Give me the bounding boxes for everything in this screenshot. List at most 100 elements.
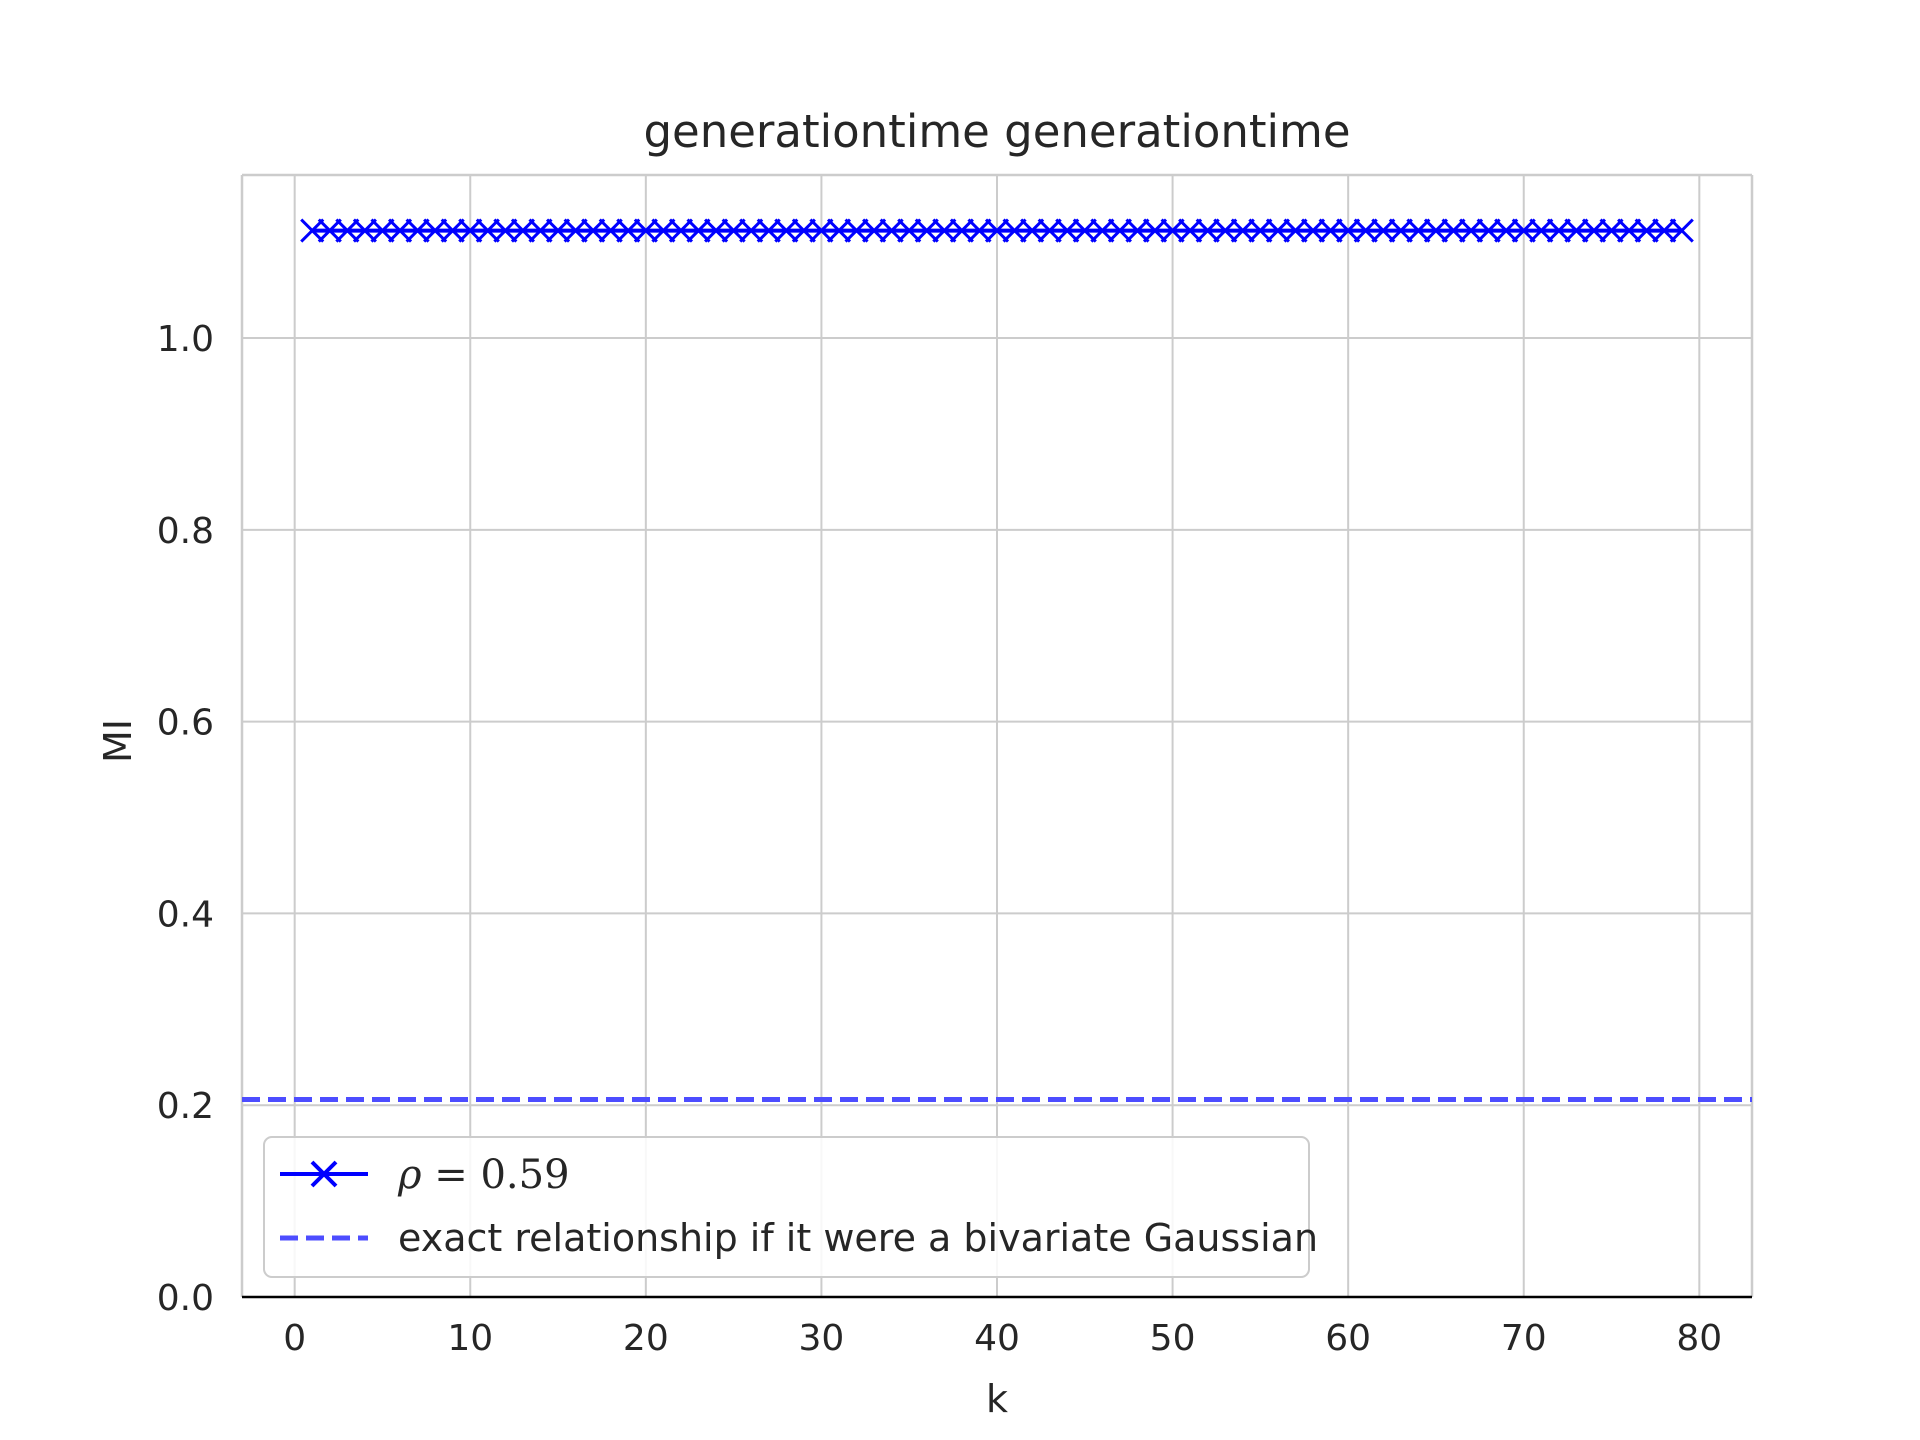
rho-series-point [862,218,887,243]
legend-marker-x [310,1160,338,1188]
y-axis-label: MI [96,719,140,763]
rho-series-point [1581,218,1607,243]
legend-label-rho-var: ρ [397,1152,422,1198]
rho-series-point [1494,218,1519,243]
x-tick-label: 80 [1676,1318,1722,1359]
rho-series-point [791,218,816,243]
x-tick-label: 50 [1150,1318,1196,1359]
rho-series-point [756,218,781,243]
rho-series-point [1371,218,1396,243]
x-tick-label: 60 [1325,1318,1371,1359]
rho-series-point [668,218,694,243]
rho-series-point [475,218,500,243]
x-tick-label: 70 [1501,1318,1547,1359]
rho-series-point [1634,218,1659,243]
rho-series-point [1652,218,1677,243]
x-tick-label: 30 [799,1318,845,1359]
rho-series-point [1564,218,1589,243]
y-tick-label: 0.0 [157,1278,214,1319]
rho-series-point [932,218,957,243]
rho-series-point [1459,218,1484,243]
rho-series-point [1020,218,1045,243]
rho-series-point [721,218,746,243]
rho-series-point [1546,218,1571,243]
rho-series-point [1160,218,1185,243]
rho-series-point [739,218,764,243]
rho-series-point [844,218,869,243]
rho-series-point [1178,218,1203,243]
rho-series-point [1002,218,1027,243]
rho-series-point [949,218,974,243]
rho-series-point [1195,218,1220,243]
rho-series-point [1037,218,1062,243]
rho-series-point [1230,218,1255,243]
rho-series-point [545,218,571,243]
rho-series-point [1388,218,1413,243]
rho-series-point [967,218,992,243]
rho-series-point [1142,218,1168,243]
rho-series-point [370,218,395,243]
rho-series-point [1055,218,1080,243]
y-tick-label: 1.0 [157,319,214,360]
rho-series-point [387,218,413,243]
rho-series-point [1529,218,1554,243]
x-tick-label: 10 [447,1318,493,1359]
rho-series-point [633,218,658,243]
rho-series-point [1213,218,1238,243]
y-tick-label: 0.6 [157,703,214,744]
rho-series-point [1265,218,1290,243]
rho-series-point [914,218,939,243]
rho-series-point [1072,218,1097,243]
rho-series-point [1617,218,1642,243]
rho-series-point [563,218,588,243]
rho-series-point [1125,218,1150,243]
legend-label-gaussian: exact relationship if it were a bivariat… [398,1216,1318,1260]
rho-series-point [984,218,1010,243]
rho-series-point [616,218,641,243]
rho-series-point [1300,218,1326,243]
rho-series-point [458,218,483,243]
rho-series-point [335,218,360,243]
legend: ρ = 0.59 exact relationship if it were a… [263,1136,1318,1278]
y-tick-label: 0.4 [157,894,214,935]
rho-series-point [1283,218,1308,243]
y-tick-label: 0.2 [157,1086,214,1127]
chart-title: generationtime generationtime [643,105,1350,158]
rho-series-point [598,218,623,243]
rho-series-point [440,218,465,243]
rho-series-point [704,218,729,243]
rho-series-point [352,218,377,243]
x-tick-label: 40 [974,1318,1020,1359]
x-tick-label: 0 [283,1318,306,1359]
rho-series-point [1423,218,1449,243]
rho-series-point [809,218,834,243]
rho-series-point [651,218,676,243]
rho-series-point [1353,218,1378,243]
rho-series-point [1476,218,1501,243]
y-tick-labels: 0.0 0.2 0.4 0.6 0.8 1.0 [157,319,214,1319]
y-tick-label: 0.8 [157,511,214,552]
rho-series-point [528,218,553,243]
x-axis-label: k [986,1377,1008,1421]
rho-series-point [1511,218,1536,243]
rho-series-point [423,218,448,243]
rho-series-point [1107,218,1132,243]
rho-series-point [510,218,535,243]
series-layer [242,218,1752,1299]
rho-series-point [300,218,325,243]
rho-series-point [1090,218,1115,243]
rho-series-point [1669,218,1694,243]
rho-series-point [1248,218,1273,243]
rho-series-point [1599,218,1624,243]
rho-series-point [1318,218,1343,243]
rho-series-point [879,218,904,243]
x-tick-label: 20 [623,1318,669,1359]
legend-box [263,1136,1310,1278]
rho-series-point [317,218,342,243]
legend-label-rho: ρ = 0.59 [397,1152,570,1198]
rho-series-point [1336,218,1361,243]
rho-series-point [405,218,430,243]
rho-series-point [493,218,518,243]
rho-series-point [581,218,606,243]
